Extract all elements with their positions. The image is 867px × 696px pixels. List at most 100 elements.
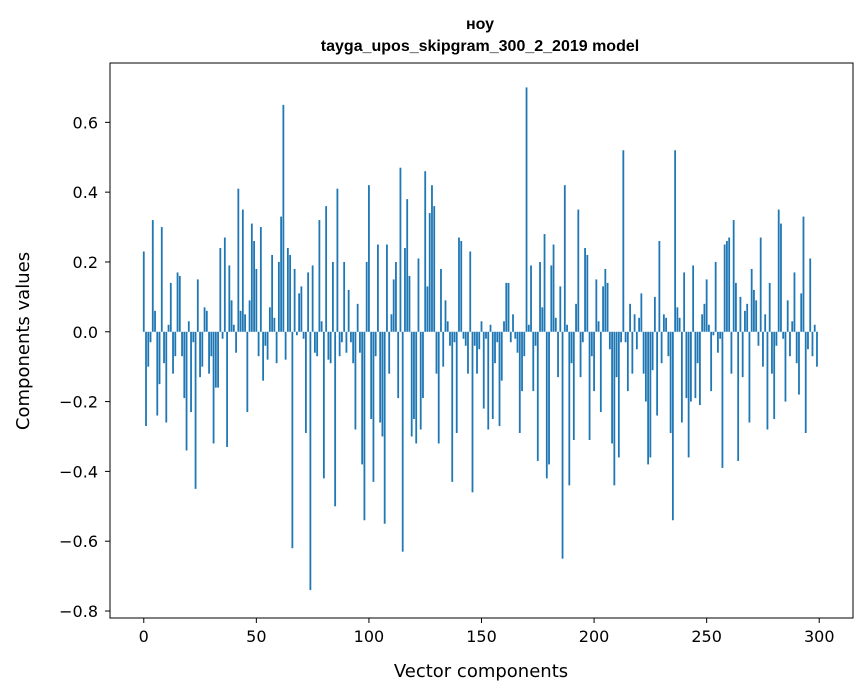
- bar: [404, 248, 406, 332]
- bar: [615, 331, 618, 378]
- bar: [626, 331, 629, 392]
- bar: [284, 331, 287, 360]
- bar: [671, 331, 674, 521]
- bar: [723, 244, 726, 332]
- bar: [635, 331, 638, 350]
- bar: [388, 331, 391, 374]
- bar: [347, 289, 350, 332]
- bar: [768, 282, 771, 332]
- bar: [494, 331, 496, 364]
- bar: [676, 307, 679, 332]
- bar: [764, 314, 767, 332]
- bar: [205, 310, 208, 332]
- bar: [480, 321, 483, 332]
- bar: [541, 307, 544, 332]
- bar: [289, 254, 292, 332]
- bar: [674, 150, 677, 332]
- bar: [640, 293, 643, 332]
- bar: [708, 324, 710, 332]
- bar: [728, 237, 731, 332]
- bar: [268, 307, 271, 332]
- bar: [566, 324, 568, 332]
- bar: [309, 331, 312, 591]
- bar: [471, 331, 474, 493]
- bar: [726, 241, 728, 332]
- bar: [793, 272, 796, 332]
- bar: [746, 303, 749, 332]
- bar: [223, 237, 226, 332]
- bar: [606, 282, 609, 332]
- bar: [203, 307, 206, 332]
- bar: [730, 331, 733, 374]
- bar: [176, 272, 179, 332]
- bar: [154, 310, 156, 332]
- bar: [755, 300, 758, 332]
- bar: [536, 331, 539, 461]
- bar: [178, 275, 181, 332]
- bar: [440, 268, 442, 332]
- bar: [320, 321, 323, 332]
- bar: [208, 331, 210, 374]
- bar: [332, 261, 334, 332]
- bar: [694, 331, 697, 399]
- bar: [777, 209, 780, 332]
- bar: [169, 282, 172, 332]
- bar: [701, 314, 704, 332]
- bar: [194, 331, 197, 489]
- bar: [467, 331, 469, 374]
- bar: [462, 331, 465, 339]
- bar: [248, 300, 251, 332]
- bar: [464, 331, 467, 346]
- bar: [363, 331, 366, 521]
- bar: [532, 331, 535, 392]
- bar: [613, 331, 616, 486]
- x-tick-label: 200: [579, 627, 610, 646]
- bar: [631, 331, 634, 374]
- bar: [428, 213, 431, 332]
- bar: [156, 331, 159, 416]
- bar: [345, 331, 348, 353]
- bar: [530, 265, 532, 332]
- chart-title-line2: tayga_upos_skipgram_300_2_2019 model: [321, 38, 639, 55]
- bar: [741, 331, 744, 378]
- bar: [624, 331, 627, 343]
- plot-frame: [109, 62, 854, 619]
- bar: [453, 331, 456, 343]
- x-tick-label: 0: [139, 627, 149, 646]
- bar: [350, 331, 352, 343]
- bar: [304, 331, 307, 433]
- bar: [813, 324, 816, 332]
- x-tick-label: 300: [804, 627, 835, 646]
- bar: [710, 331, 713, 392]
- bar: [739, 296, 742, 332]
- bar: [703, 303, 706, 332]
- bar: [158, 331, 161, 385]
- bar: [719, 331, 722, 339]
- y-tick-label: 0.2: [73, 253, 98, 272]
- bar: [539, 261, 541, 332]
- bar: [680, 331, 683, 423]
- bar: [516, 331, 519, 353]
- bar: [386, 244, 388, 332]
- bar: [811, 331, 814, 357]
- bar: [804, 331, 807, 433]
- bar: [354, 331, 357, 430]
- bar: [226, 331, 228, 447]
- bar: [485, 331, 487, 339]
- bar: [570, 331, 573, 364]
- bar: [275, 331, 278, 364]
- bar: [798, 331, 800, 395]
- bar: [802, 216, 805, 332]
- bar: [762, 331, 764, 367]
- bar: [446, 321, 449, 332]
- bar: [473, 331, 476, 346]
- bar: [543, 234, 546, 332]
- bar: [750, 268, 753, 332]
- bar: [491, 331, 494, 420]
- bar: [584, 248, 586, 332]
- bar: [685, 331, 688, 399]
- bar: [550, 265, 553, 332]
- chart-title-line1: ноу: [466, 16, 494, 33]
